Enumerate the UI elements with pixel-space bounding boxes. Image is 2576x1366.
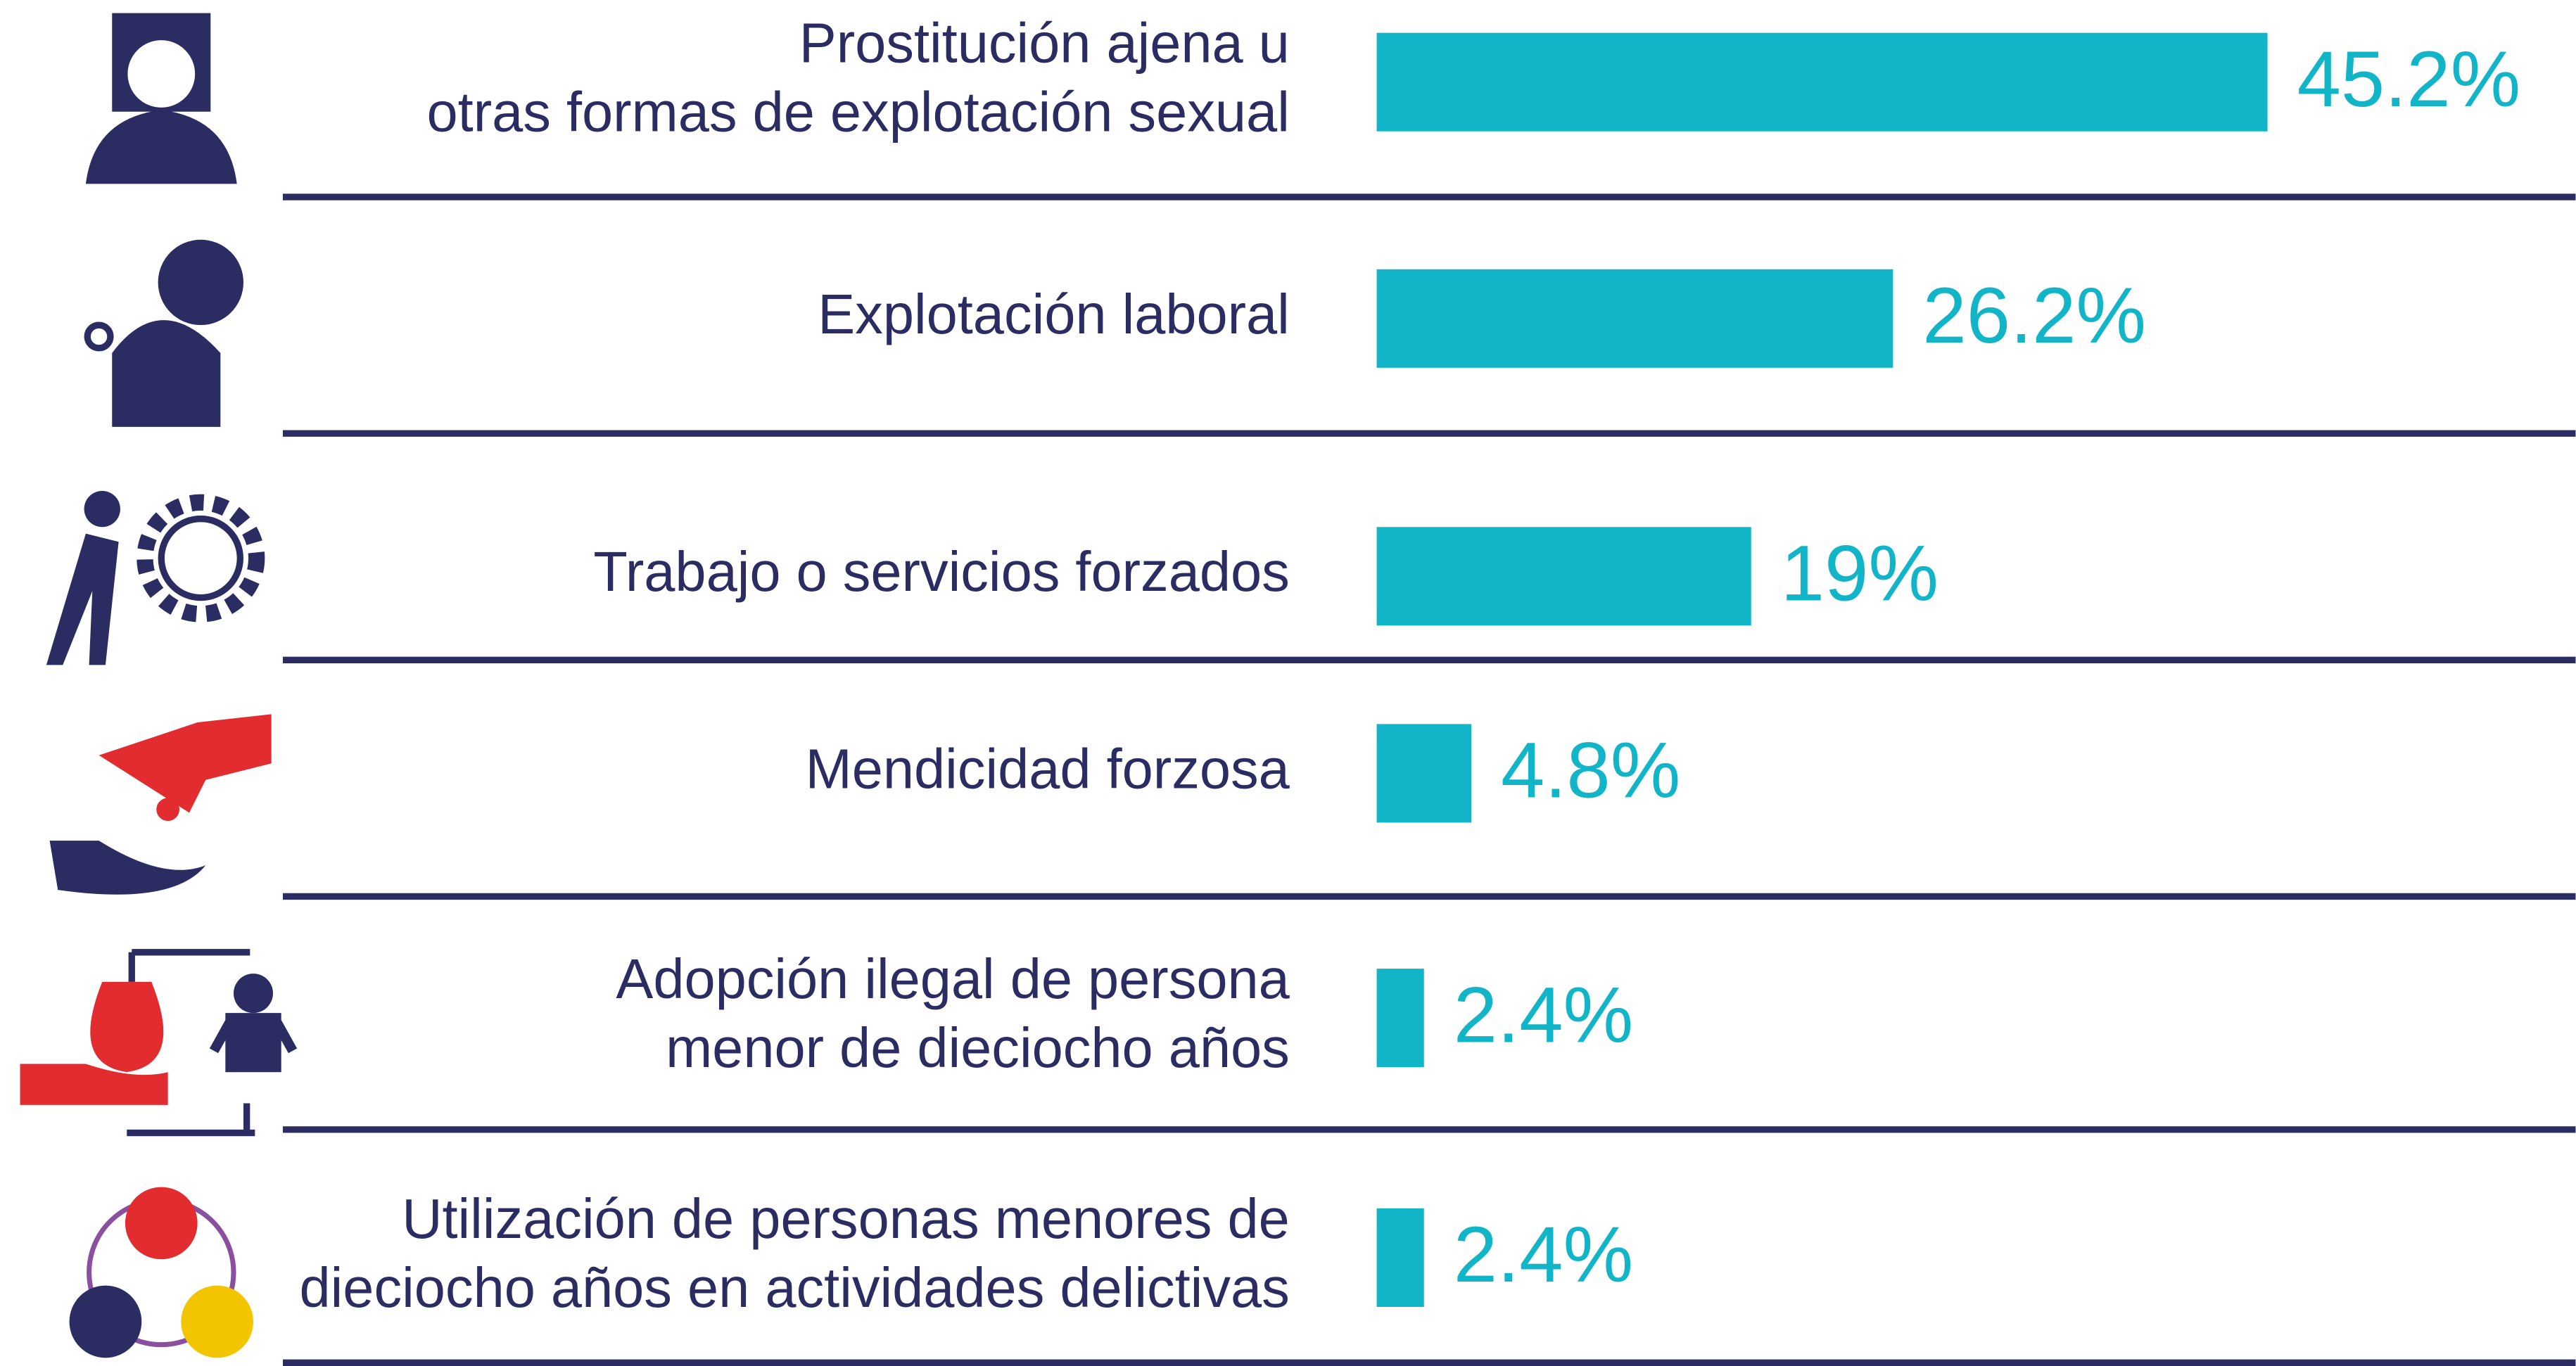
- icons: [20, 13, 298, 1358]
- category-label: Adopción ilegal de persona: [616, 947, 1290, 1010]
- category-label: Prostitución ajena u: [799, 12, 1290, 75]
- icon-adoption: [20, 949, 298, 1137]
- category-label: dieciocho años en actividades delictivas: [300, 1256, 1290, 1319]
- bar: [1376, 527, 1751, 626]
- bar: [1376, 32, 2268, 132]
- category-label: Explotación laboral: [818, 283, 1290, 345]
- icon-woman: [85, 13, 237, 184]
- bar: [1376, 969, 1424, 1068]
- value-label: 2.4%: [1454, 971, 1633, 1059]
- icon-gear: [46, 490, 265, 665]
- bar: [1376, 269, 1893, 368]
- bar: [1376, 724, 1471, 823]
- category-label: otras formas de explotación sexual: [427, 81, 1290, 143]
- value-label: 4.8%: [1501, 727, 1680, 815]
- category-label: Trabajo o servicios forzados: [593, 540, 1289, 603]
- value-label: 45.2%: [2297, 35, 2521, 123]
- icon-crime: [69, 1187, 253, 1358]
- category-label: Mendicidad forzosa: [806, 737, 1290, 800]
- icon-begging: [49, 714, 272, 895]
- icon-worker: [84, 239, 243, 427]
- value-label: 26.2%: [1922, 272, 2146, 359]
- category-label: Utilización de personas menores de: [402, 1187, 1290, 1250]
- value-label: 2.4%: [1454, 1211, 1633, 1298]
- category-label: menor de dieciocho años: [666, 1016, 1290, 1079]
- bar: [1376, 1208, 1424, 1307]
- value-label: 19%: [1781, 530, 1939, 618]
